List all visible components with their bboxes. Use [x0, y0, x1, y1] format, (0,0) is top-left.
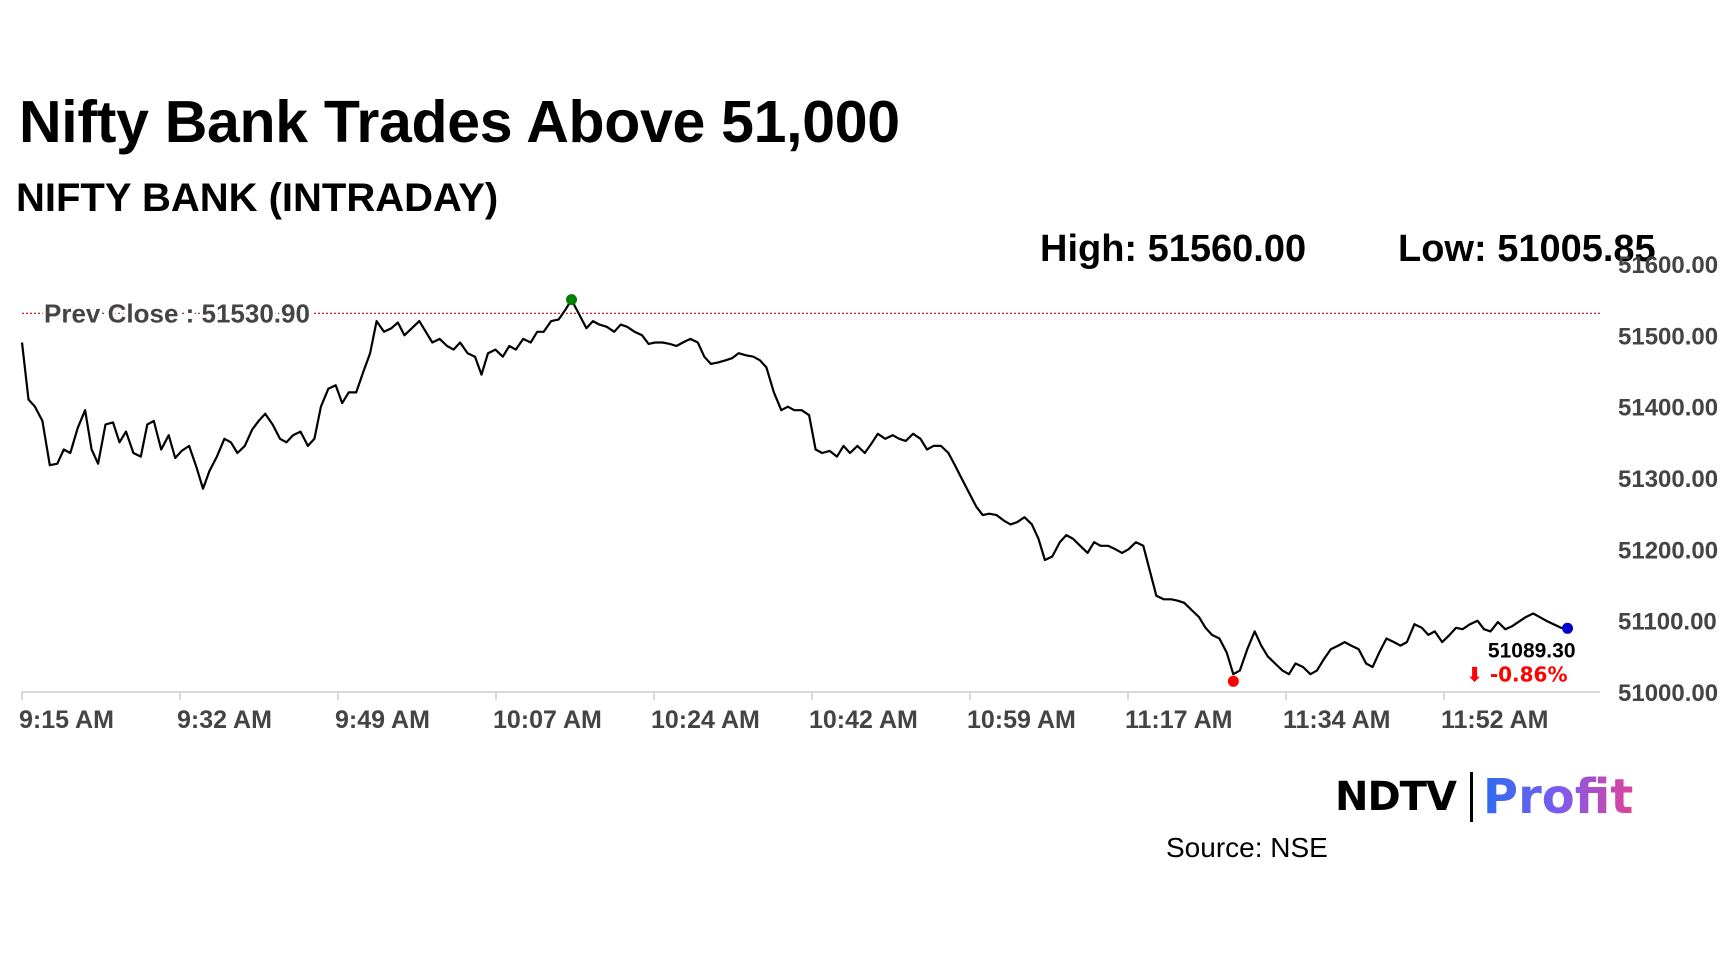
x-tick-label: 9:49 AM — [335, 706, 430, 734]
x-tick-label: 10:24 AM — [651, 706, 760, 734]
y-tick-label: 51200.00 — [1618, 537, 1718, 564]
y-axis: 51000.00 51100.00 51200.00 51300.00 51400.00… — [1618, 252, 1718, 707]
y-tick-label: 51100.00 — [1618, 609, 1717, 636]
y-tick-label: 51400.00 — [1618, 395, 1718, 422]
x-tick-label: 11:17 AM — [1125, 706, 1232, 734]
source-note: Source: NSE — [1166, 832, 1328, 863]
last-point-marker — [1562, 622, 1574, 634]
change-label: ⬇ -0.86% — [1466, 662, 1567, 686]
y-tick-label: 51000.00 — [1618, 680, 1718, 707]
chart-title: Nifty Bank Trades Above 51,000 — [19, 89, 900, 155]
low-stat: Low: 51005.85 — [1398, 228, 1656, 270]
ndtv-profit-logo: NDTV Profit — [1335, 769, 1634, 825]
x-axis: 9:15 AM 9:32 AM 9:49 AM 10:07 AM 10:24 AM 10:… — [19, 691, 1600, 734]
x-tick-label: 10:42 AM — [809, 706, 918, 734]
x-tick-label: 9:32 AM — [177, 706, 272, 734]
chart-subtitle: NIFTY BANK (INTRADAY) — [16, 176, 499, 220]
logo-ndtv-text: NDTV — [1335, 774, 1457, 820]
x-tick-label: 9:15 AM — [19, 706, 114, 734]
last-value-label: 51089.30 — [1488, 639, 1576, 662]
high-stat: High: 51560.00 — [1040, 228, 1307, 270]
y-tick-label: 51300.00 — [1618, 466, 1718, 493]
x-tick-label: 10:07 AM — [493, 706, 602, 734]
y-tick-label: 51600.00 — [1618, 252, 1718, 279]
high-point-marker — [566, 294, 578, 306]
x-tick-label: 11:34 AM — [1283, 706, 1390, 734]
series-line — [20, 298, 1568, 676]
prev-close-label: Prev Close : 51530.90 — [44, 298, 310, 328]
low-point-marker — [1227, 675, 1239, 687]
logo-separator — [1469, 772, 1473, 822]
y-tick-label: 51500.00 — [1618, 323, 1718, 350]
logo-profit-text: Profit — [1482, 769, 1634, 825]
x-tick-label: 11:52 AM — [1441, 706, 1548, 734]
x-tick-label: 10:59 AM — [967, 706, 1076, 734]
